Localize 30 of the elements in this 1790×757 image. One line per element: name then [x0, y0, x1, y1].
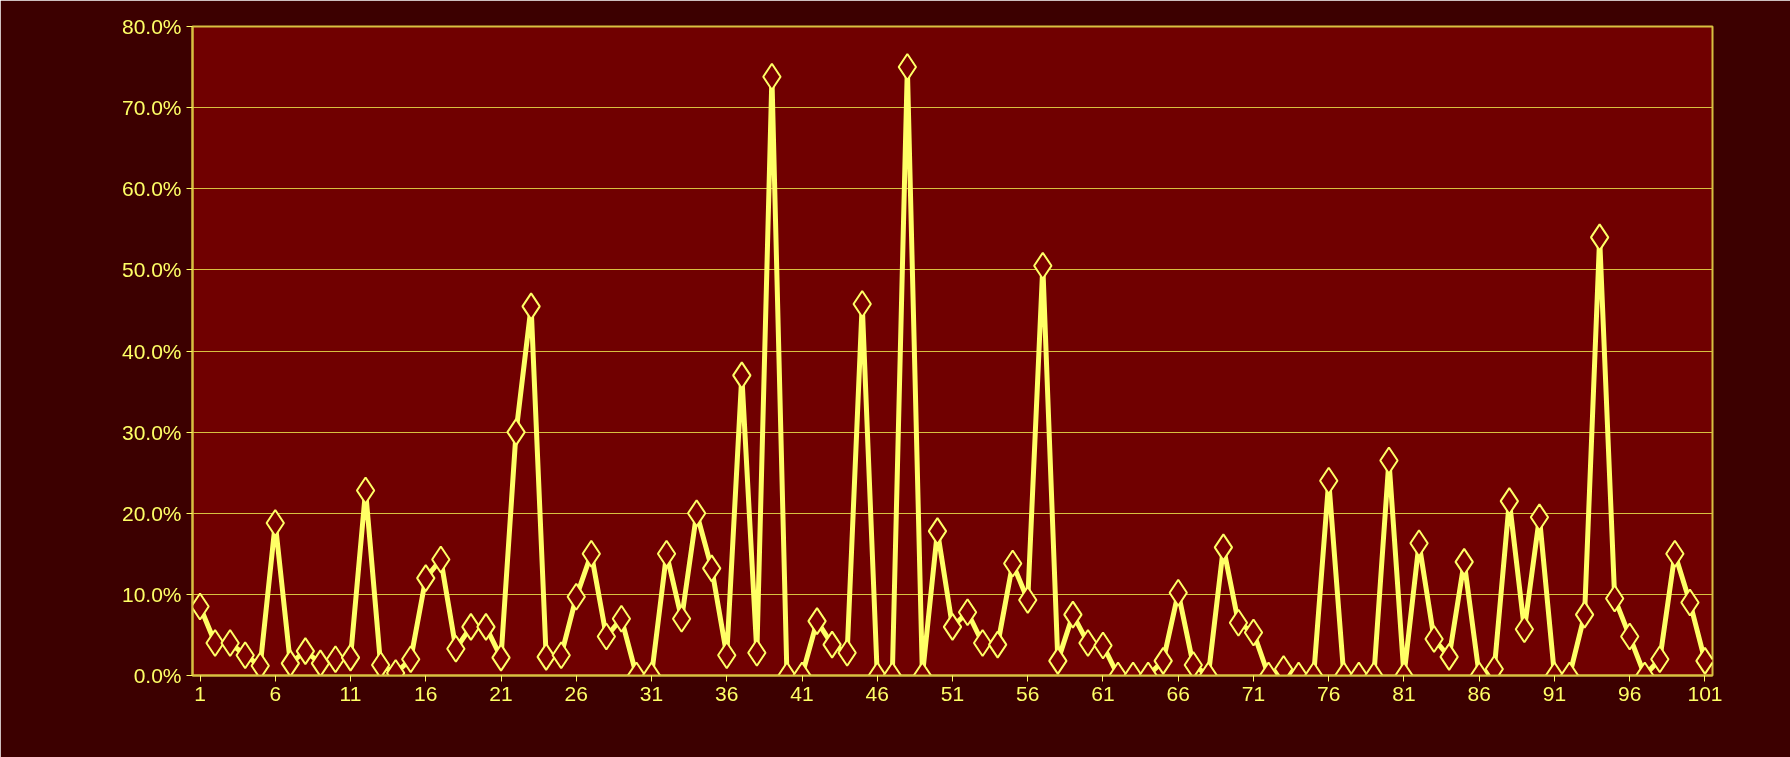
y-tick-label: 30.0% [121, 420, 182, 444]
x-tick-label: 26 [564, 681, 588, 705]
x-tick-label: 81 [1392, 681, 1416, 705]
y-tick-label: 70.0% [121, 96, 182, 120]
x-tick-label: 46 [865, 681, 889, 705]
x-tick-label: 21 [489, 681, 513, 705]
x-tick-label: 61 [1091, 681, 1115, 705]
x-tick-label: 66 [1166, 681, 1190, 705]
y-tick-label: 40.0% [121, 339, 182, 363]
x-tick-label: 101 [1687, 681, 1723, 705]
y-tick-label: 60.0% [121, 177, 182, 201]
x-tick-label: 6 [269, 681, 282, 705]
x-tick-label: 31 [639, 681, 664, 705]
y-tick-label: 0.0% [133, 664, 182, 687]
x-tick-label: 56 [1016, 681, 1040, 705]
y-tick-label: 20.0% [121, 501, 182, 525]
x-tick-label: 86 [1467, 681, 1491, 705]
x-tick-label: 11 [339, 681, 362, 705]
x-tick-label: 16 [414, 681, 438, 705]
x-tick-label: 41 [790, 681, 814, 705]
x-tick-label: 96 [1618, 681, 1642, 705]
x-tick-label: 71 [1241, 681, 1266, 705]
x-tick-label: 91 [1542, 681, 1567, 705]
y-tick-label: 80.0% [121, 15, 182, 38]
x-tick-label: 51 [940, 681, 965, 705]
x-tick-label: 36 [715, 681, 739, 705]
y-tick-label: 10.0% [121, 582, 182, 606]
y-tick-label: 50.0% [121, 258, 182, 282]
x-tick-label: 76 [1317, 681, 1341, 705]
x-tick-label: 1 [194, 681, 206, 705]
